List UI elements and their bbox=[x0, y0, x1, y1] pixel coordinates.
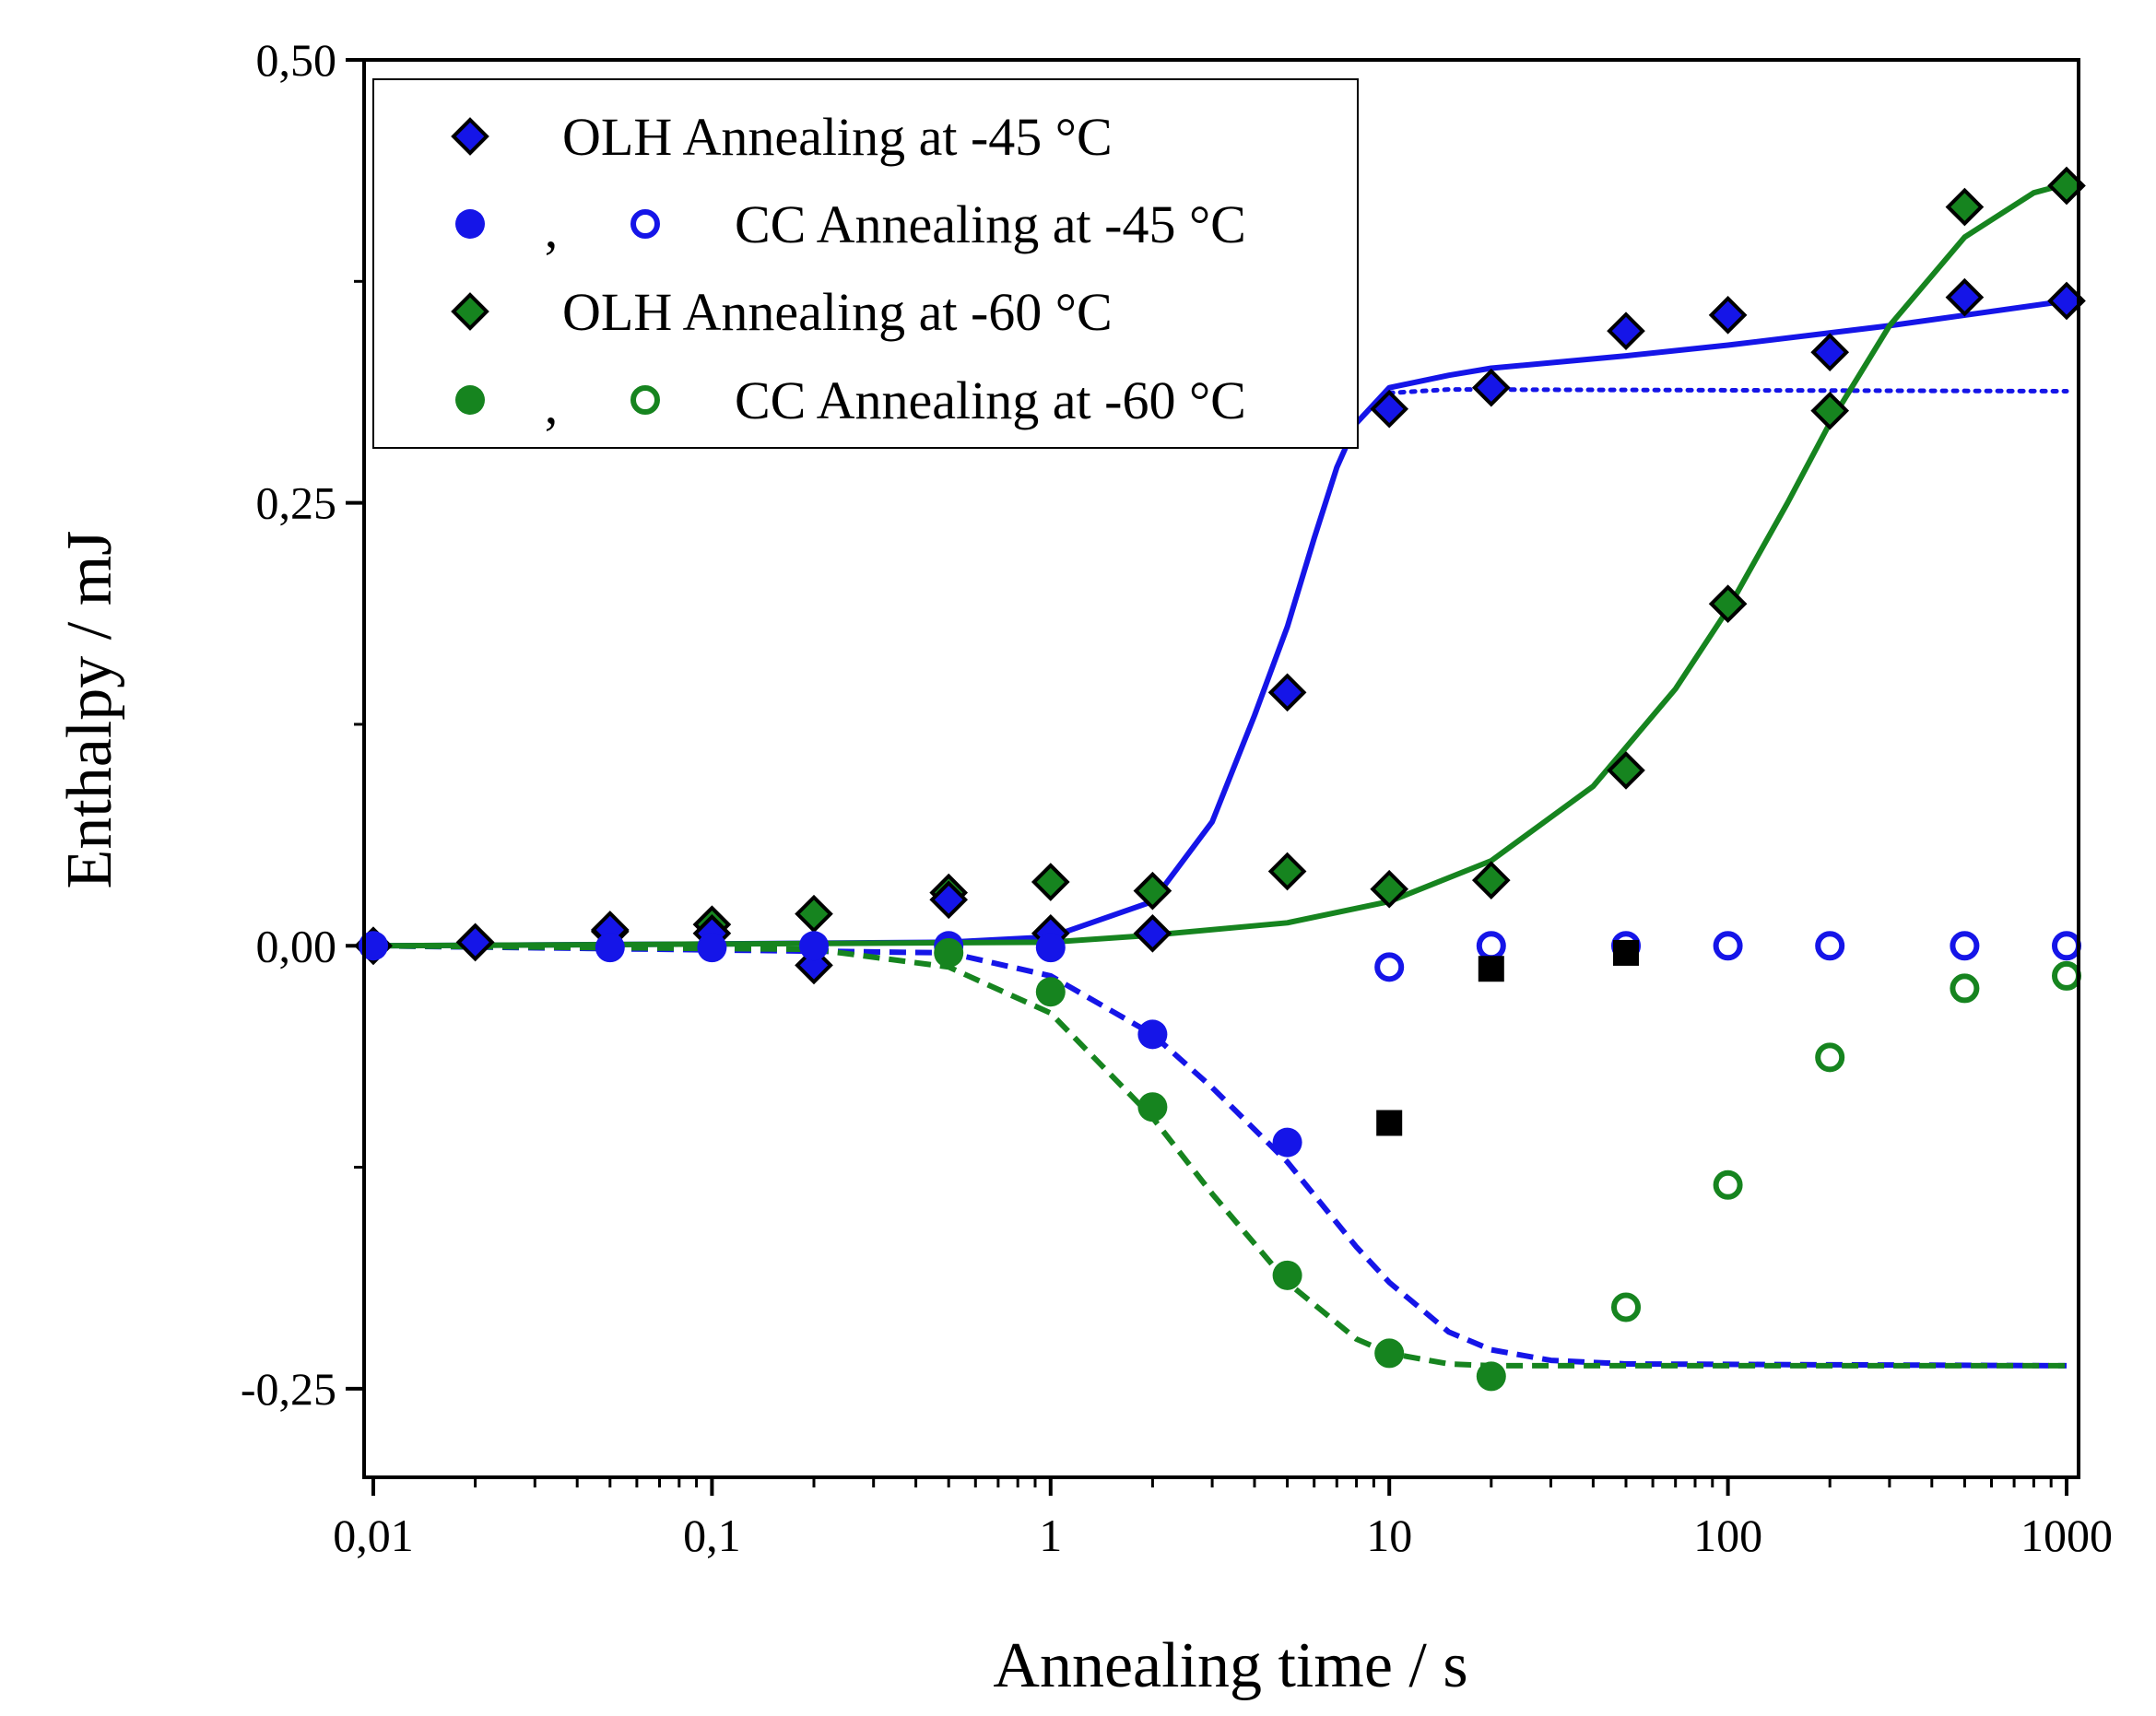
y-tick-label: 0,00 bbox=[256, 920, 337, 971]
data-markers bbox=[354, 166, 2086, 1392]
legend-box bbox=[372, 78, 1359, 449]
data-point bbox=[798, 931, 829, 961]
data-point bbox=[1374, 952, 1405, 982]
y-tick-label: -0,25 bbox=[241, 1363, 336, 1415]
x-tick-label: 1000 bbox=[2021, 1510, 2113, 1561]
data-point bbox=[1607, 751, 1645, 790]
data-point bbox=[1370, 869, 1409, 909]
data-point bbox=[795, 894, 833, 934]
legend: OLH Annealing at -45 °C, CC Annealing at … bbox=[372, 78, 1359, 449]
data-point bbox=[1471, 861, 1511, 899]
legend-marker bbox=[630, 385, 660, 415]
y-tick-label: 0,25 bbox=[256, 477, 337, 529]
data-point bbox=[2052, 931, 2081, 961]
data-point bbox=[1137, 1019, 1168, 1050]
data-point bbox=[1478, 956, 1504, 982]
data-point bbox=[1611, 1292, 1642, 1322]
legend-label: CC Annealing at -60 °C bbox=[735, 370, 1246, 430]
data-point bbox=[1267, 852, 1307, 891]
data-point bbox=[1713, 931, 1743, 961]
data-point bbox=[1476, 1361, 1506, 1392]
x-tick-label: 10 bbox=[1366, 1510, 1412, 1561]
data-point bbox=[1476, 931, 1506, 961]
data-point bbox=[697, 933, 727, 963]
data-point bbox=[1374, 1338, 1405, 1369]
x-tick-label: 1 bbox=[1039, 1510, 1062, 1561]
x-tick-label: 100 bbox=[1693, 1510, 1762, 1561]
data-point bbox=[455, 923, 495, 962]
data-point bbox=[1376, 1110, 1403, 1136]
data-point bbox=[1272, 1127, 1302, 1158]
x-tick-label: 0,01 bbox=[333, 1510, 414, 1561]
data-point bbox=[1708, 584, 1748, 624]
data-point bbox=[1815, 1042, 1845, 1073]
data-point bbox=[1035, 977, 1066, 1007]
data-point bbox=[2052, 960, 2081, 991]
data-point bbox=[1035, 933, 1066, 963]
legend-label: OLH Annealing at -60 °C bbox=[562, 282, 1113, 342]
plot-frame bbox=[362, 58, 2080, 1479]
data-point bbox=[1810, 391, 1850, 430]
fit-curve bbox=[1386, 387, 2069, 395]
legend-separator: , bbox=[545, 199, 559, 259]
data-point bbox=[1272, 1260, 1302, 1290]
data-point bbox=[1031, 863, 1070, 901]
tick-labels: 0,01 0,1 1 10 100 1000 0,50 0,25 0,00 -0,25 bbox=[241, 34, 2113, 1561]
legend-marker bbox=[455, 209, 485, 239]
plot-frame-rect bbox=[362, 58, 2080, 1479]
data-point bbox=[1945, 187, 1985, 227]
data-point bbox=[1137, 1092, 1168, 1122]
data-point bbox=[1607, 311, 1645, 350]
data-point bbox=[934, 937, 964, 968]
fit-curve bbox=[372, 298, 2068, 949]
legend-label: OLH Annealing at -45 °C bbox=[562, 107, 1113, 167]
legend-marker bbox=[630, 209, 660, 239]
fit-curve bbox=[372, 943, 2067, 1369]
data-point bbox=[1370, 389, 1409, 429]
data-point bbox=[1133, 871, 1172, 911]
data-point bbox=[1815, 931, 1845, 961]
legend-separator: , bbox=[545, 375, 559, 435]
x-tick-label: 0,1 bbox=[683, 1510, 741, 1561]
legend-marker bbox=[451, 117, 489, 156]
data-point bbox=[1133, 913, 1172, 953]
data-point bbox=[595, 933, 625, 963]
y-axis-title: Enthalpy / mJ bbox=[54, 531, 125, 889]
data-point bbox=[1708, 296, 1748, 335]
fit-curve bbox=[372, 181, 2068, 949]
legend-marker bbox=[455, 385, 485, 415]
x-axis-title: Annealing time / s bbox=[993, 1630, 1467, 1701]
data-point bbox=[1950, 931, 1980, 961]
data-point bbox=[1613, 939, 1640, 966]
y-tick-label: 0,50 bbox=[256, 34, 337, 86]
fit-curve bbox=[372, 943, 2068, 1369]
data-point bbox=[1950, 973, 1980, 1004]
data-point bbox=[1267, 673, 1307, 712]
data-point bbox=[1945, 277, 1985, 317]
data-point bbox=[1471, 368, 1511, 407]
data-point bbox=[1713, 1169, 1743, 1200]
legend-marker bbox=[451, 292, 489, 331]
data-point bbox=[1810, 333, 1850, 372]
legend-label: CC Annealing at -45 °C bbox=[735, 194, 1246, 254]
data-point bbox=[929, 880, 969, 920]
fit-curves bbox=[372, 181, 2069, 1369]
